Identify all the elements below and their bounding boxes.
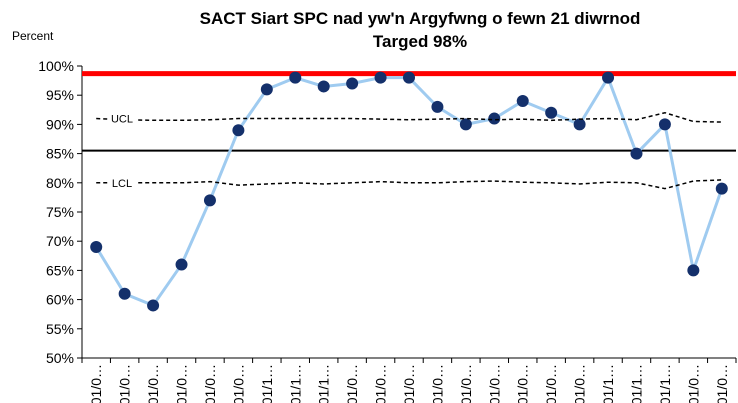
x-tick-label: 01/0…	[458, 364, 474, 403]
y-tick-label: 70%	[46, 233, 74, 249]
y-axis-label: Percent	[12, 29, 54, 43]
data-point	[374, 71, 387, 84]
data-point	[630, 147, 643, 160]
x-tick-label: 01/0…	[401, 364, 417, 403]
x-tick-label: 01/0…	[344, 364, 360, 403]
x-tick-label: 01/0…	[174, 364, 190, 403]
x-tick-label: 01/0…	[88, 364, 104, 403]
y-tick-label: 55%	[46, 321, 74, 337]
control-limit-label: UCL	[111, 114, 133, 126]
data-point	[232, 124, 245, 137]
label-bg	[108, 110, 136, 127]
x-tick-label: 01/0…	[515, 364, 531, 403]
x-tick-label: 01/0…	[543, 364, 559, 403]
data-line	[94, 74, 724, 308]
data-point	[289, 71, 302, 84]
data-point	[687, 264, 700, 277]
y-tick-label: 80%	[46, 175, 74, 191]
y-tick-label: 50%	[46, 350, 74, 366]
data-point	[573, 118, 586, 131]
data-point	[431, 100, 444, 113]
chart-subtitle: Targed 98%	[373, 32, 467, 51]
y-tick-label: 85%	[46, 146, 74, 162]
control-limit-label: LCL	[112, 178, 132, 190]
x-tick-label: 01/0…	[714, 364, 730, 403]
x-tick-label: 01/1…	[628, 364, 644, 403]
label-bg	[108, 174, 136, 191]
data-point	[317, 80, 330, 93]
x-tick-label: 01/1…	[259, 364, 275, 403]
data-point	[602, 71, 615, 84]
x-tick-label: 01/0…	[202, 364, 218, 403]
y-tick-label: 60%	[46, 292, 74, 308]
y-tick-label: 75%	[46, 204, 74, 220]
data-point	[260, 83, 273, 96]
x-tick-label: 01/0…	[145, 364, 161, 403]
data-point	[488, 112, 501, 125]
x-tick-label: 01/0…	[486, 364, 502, 403]
x-tick-label: 01/0…	[230, 364, 246, 403]
data-point	[118, 287, 131, 300]
control-limit-line	[96, 111, 722, 123]
control-limit-line	[96, 179, 722, 190]
data-point	[147, 299, 160, 312]
data-point	[545, 106, 558, 119]
data-point	[203, 194, 216, 207]
data-point	[516, 95, 529, 108]
x-tick-label: 01/1…	[657, 364, 673, 403]
data-point	[658, 118, 671, 131]
data-point	[175, 258, 188, 271]
x-tick-label: 01/0…	[572, 364, 588, 403]
data-point	[346, 77, 359, 90]
x-tick-label: 01/0…	[373, 364, 389, 403]
data-point	[403, 71, 415, 84]
y-tick-label: 90%	[46, 116, 74, 132]
y-tick-label: 65%	[46, 262, 74, 278]
y-tick-label: 100%	[38, 58, 74, 74]
data-point	[90, 241, 103, 254]
chart-title: SACT Siart SPC nad yw'n Argyfwng o fewn …	[200, 9, 641, 28]
x-tick-label: 01/0…	[117, 364, 133, 403]
x-tick-label: 01/1…	[287, 364, 303, 403]
x-tick-label: 01/0…	[685, 364, 701, 403]
y-tick-label: 95%	[46, 87, 74, 103]
x-tick-label: 01/1…	[316, 364, 332, 403]
x-tick-label: 01/0…	[429, 364, 445, 403]
data-point	[459, 118, 472, 131]
x-tick-label: 01/1…	[600, 364, 616, 403]
data-point	[715, 182, 728, 195]
